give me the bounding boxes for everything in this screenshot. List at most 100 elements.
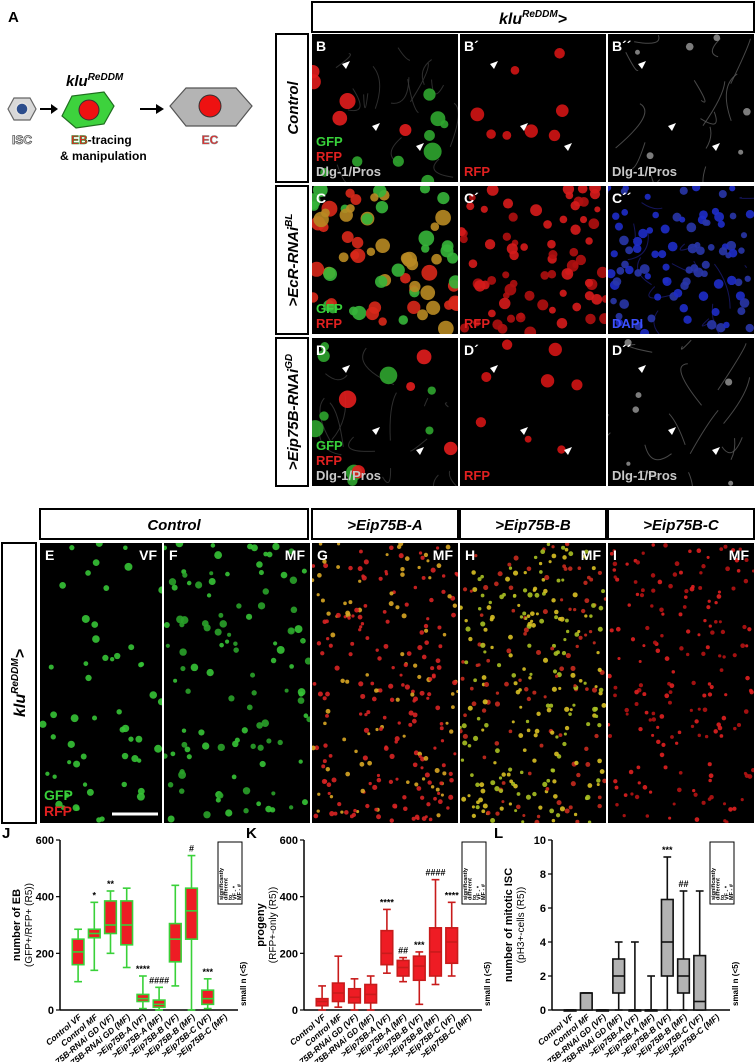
cell-spot — [718, 620, 722, 624]
cell-spot — [619, 235, 629, 246]
cell-spot — [411, 718, 417, 724]
cell-spot — [745, 644, 749, 648]
cell-spot — [40, 720, 47, 728]
cell-spot — [536, 814, 541, 819]
cell-spot — [599, 313, 606, 325]
cell-spot — [729, 186, 736, 192]
cell-spot — [406, 651, 412, 656]
cell-spot — [398, 543, 404, 547]
image-content — [312, 543, 458, 823]
cell-spot — [280, 571, 288, 579]
cell-spot — [713, 729, 718, 734]
cell-spot — [651, 250, 659, 258]
cell-spot — [379, 366, 398, 385]
membrane-outline — [625, 52, 639, 72]
cell-spot — [716, 322, 726, 333]
cell-spot — [526, 696, 532, 702]
cell-spot — [245, 613, 253, 620]
cell-spot — [696, 246, 705, 256]
cell-spot — [437, 799, 443, 805]
cell-spot — [663, 765, 668, 770]
cell-spot — [516, 792, 521, 796]
micrograph-D´´: D´´ Dlg-1/Pros — [608, 338, 754, 486]
cell-spot — [506, 648, 512, 654]
cell-spot — [123, 545, 128, 551]
cell-spot — [360, 693, 366, 699]
cell-spot — [679, 570, 683, 575]
y-axis-label: number of EB — [11, 889, 23, 961]
cell-spot — [655, 648, 661, 654]
cell-spot — [706, 555, 710, 559]
cell-spot — [672, 572, 678, 577]
cell-spot — [686, 222, 697, 233]
cell-spot — [269, 807, 276, 813]
cell-spot — [701, 564, 706, 569]
cell-spot — [452, 679, 458, 686]
cell-spot — [477, 577, 482, 582]
cell-spot — [250, 743, 256, 750]
cell-spot — [358, 628, 362, 632]
cell-spot — [498, 776, 503, 780]
membrane-outline — [449, 102, 458, 148]
cell-spot — [540, 374, 555, 388]
cell-spot — [178, 788, 185, 794]
cell-spot — [417, 674, 422, 679]
cell-spot — [634, 269, 642, 277]
cell-spot — [323, 563, 329, 569]
cell-spot — [435, 658, 441, 664]
cell-spot — [573, 607, 577, 612]
cell-spot — [577, 629, 581, 634]
micrograph-G: G MF — [312, 543, 458, 823]
cell-spot — [494, 581, 499, 587]
cell-spot — [328, 304, 338, 314]
cell-spot — [678, 770, 683, 775]
membrane-outline — [693, 80, 706, 103]
cell-spot — [628, 769, 634, 775]
cell-spot — [539, 743, 544, 748]
cell-spot — [55, 800, 63, 809]
cell-spot — [723, 321, 730, 329]
cell-spot — [484, 239, 496, 250]
cell-spot — [524, 435, 532, 443]
cell-spot — [707, 244, 715, 251]
cell-spot — [736, 722, 742, 728]
cell-spot — [436, 665, 442, 670]
cell-spot — [701, 260, 710, 269]
cell-spot — [694, 817, 700, 822]
cell-spot — [233, 641, 238, 646]
row-label-text: >EcR-RNAiBL — [284, 214, 302, 307]
legend-label: GFP — [44, 787, 73, 803]
cell-spot — [375, 275, 388, 288]
cell-spot — [70, 714, 79, 723]
cell-spot — [359, 625, 363, 629]
cell-spot — [587, 820, 592, 823]
cell-spot — [351, 465, 366, 479]
cell-spot — [519, 770, 524, 775]
cell-spot — [503, 198, 514, 209]
cell-spot — [420, 795, 425, 800]
cell-spot — [256, 561, 263, 568]
significance-mark: # — [189, 844, 194, 854]
cell-spot — [119, 726, 126, 733]
cell-spot — [745, 323, 754, 333]
cell-spot — [727, 275, 737, 286]
box-body — [201, 989, 215, 1006]
cell-spot — [171, 584, 178, 591]
cell-spot — [460, 676, 465, 681]
cell-spot — [460, 227, 466, 237]
cell-spot — [301, 568, 307, 574]
cell-spot — [601, 702, 606, 708]
cell-spot — [525, 719, 530, 724]
cell-spot — [587, 783, 593, 788]
significance-mark: *** — [414, 940, 425, 950]
membrane-outline — [329, 402, 344, 447]
cell-spot — [634, 321, 643, 331]
cell-spot — [524, 687, 529, 692]
cell-spot — [484, 682, 490, 688]
isc-label: ISC — [12, 133, 32, 147]
cell-spot — [316, 641, 322, 646]
cell-spot — [430, 111, 446, 127]
cell-spot — [647, 314, 656, 323]
fly-condition-tag: MF — [581, 547, 602, 563]
cell-spot — [258, 570, 264, 576]
